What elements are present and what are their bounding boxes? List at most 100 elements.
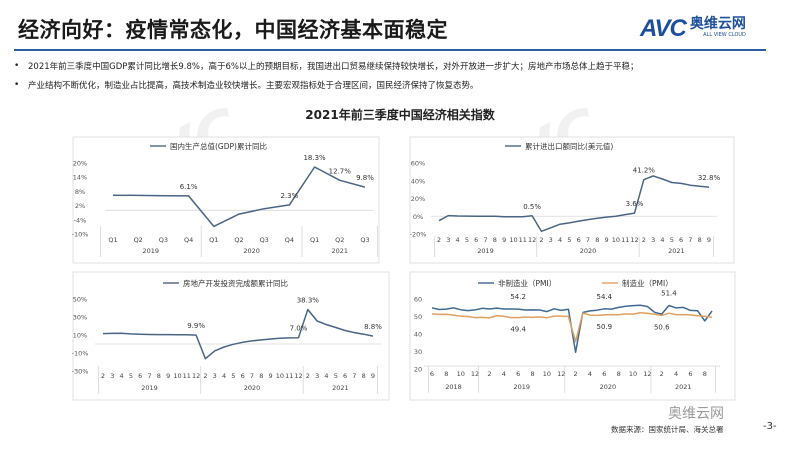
x-tick-label: 12 bbox=[528, 236, 536, 244]
company-logo: AVC 奥维云网 ALL VIEW CLOUD bbox=[640, 17, 746, 41]
x-tick-label: 4 bbox=[502, 370, 506, 378]
x-tick-label: Q3 bbox=[260, 236, 269, 244]
summary-bullets: • 2021年前三季度中国GDP累计同比增长9.8%，高于6%以上的预期目标，我国… bbox=[14, 56, 638, 94]
y-tick-label: 50 bbox=[414, 313, 422, 321]
x-group-label: 2021 bbox=[332, 384, 349, 392]
x-tick-label: Q3 bbox=[360, 236, 369, 244]
y-tick-label: 14% bbox=[73, 174, 87, 182]
x-tick-label: 4 bbox=[660, 236, 664, 244]
y-tick-label: 30% bbox=[73, 314, 87, 322]
x-tick-label: 8 bbox=[444, 370, 448, 378]
chart-panel bbox=[409, 136, 735, 264]
data-label: 54.2 bbox=[510, 293, 526, 301]
x-group-label: 2021 bbox=[668, 247, 685, 255]
y-tick-label: 0% bbox=[413, 213, 423, 221]
x-tick-label: 9 bbox=[502, 236, 506, 244]
legend-label: 累计进出口额同比(美元值) bbox=[525, 141, 613, 151]
legend-label: 国内生产总值(GDP)累计同比 bbox=[170, 141, 267, 151]
y-tick-label: 60 bbox=[414, 296, 422, 304]
x-tick-label: 10 bbox=[509, 236, 517, 244]
x-tick-label: 6 bbox=[577, 236, 581, 244]
x-tick-label: 10 bbox=[276, 372, 284, 380]
x-tick-label: 3 bbox=[110, 372, 114, 380]
y-tick-label: -10% bbox=[72, 350, 89, 358]
x-tick-label: 3 bbox=[446, 236, 450, 244]
x-group-label: 2020 bbox=[580, 247, 597, 255]
x-tick-label: 2 bbox=[437, 236, 441, 244]
x-tick-label: 6 bbox=[602, 370, 606, 378]
x-tick-label: 7 bbox=[250, 372, 254, 380]
chart-panel bbox=[72, 271, 390, 401]
x-tick-label: 9 bbox=[707, 236, 711, 244]
x-group-label: 2021 bbox=[675, 383, 692, 391]
x-tick-label: 8 bbox=[157, 372, 161, 380]
y-tick-label: 20 bbox=[414, 366, 422, 374]
data-label: 54.4 bbox=[597, 293, 613, 301]
x-tick-label: 5 bbox=[129, 372, 133, 380]
x-tick-label: 6 bbox=[343, 372, 347, 380]
logo-mark: AVC bbox=[640, 15, 687, 42]
page-title: 经济向好：疫情常态化，中国经济基本面稳定 bbox=[18, 18, 448, 42]
legend-label: 制造业（PMI） bbox=[622, 278, 673, 288]
x-tick-label: 8 bbox=[698, 236, 702, 244]
x-tick-label: 11 bbox=[519, 236, 527, 244]
x-tick-label: 5 bbox=[670, 236, 674, 244]
x-tick-label: 9 bbox=[166, 372, 170, 380]
x-tick-label: 2 bbox=[101, 372, 105, 380]
x-tick-label: 4 bbox=[456, 236, 460, 244]
x-tick-label: 11 bbox=[183, 372, 191, 380]
data-label: 9.9% bbox=[187, 322, 205, 330]
data-label: 6.1% bbox=[180, 183, 198, 191]
x-tick-label: Q4 bbox=[285, 236, 294, 244]
x-tick-label: 12 bbox=[471, 370, 479, 378]
x-group-label: 2019 bbox=[141, 384, 158, 392]
x-tick-label: 4 bbox=[588, 370, 592, 378]
data-label: 8.8% bbox=[364, 323, 382, 331]
data-label: 32.8% bbox=[698, 174, 721, 182]
x-tick-label: 3 bbox=[651, 236, 655, 244]
x-tick-label: 8 bbox=[703, 370, 707, 378]
x-tick-label: 2 bbox=[487, 370, 491, 378]
y-tick-label: 20% bbox=[411, 195, 425, 203]
data-label: 41.2% bbox=[633, 167, 656, 175]
x-tick-label: 9 bbox=[371, 372, 375, 380]
x-tick-label: 8 bbox=[530, 370, 534, 378]
x-tick-label: 2 bbox=[306, 372, 310, 380]
x-tick-label: 8 bbox=[259, 372, 263, 380]
x-group-label: 2021 bbox=[332, 247, 349, 255]
logo-name-cn: 奥维云网 bbox=[689, 16, 746, 32]
x-group-label: 2020 bbox=[243, 247, 260, 255]
x-tick-label: 9 bbox=[269, 372, 273, 380]
series-line bbox=[102, 308, 374, 360]
y-tick-label: -10% bbox=[72, 231, 89, 239]
x-tick-label: 10 bbox=[543, 370, 551, 378]
x-tick-label: 8 bbox=[595, 236, 599, 244]
x-tick-label: Q4 bbox=[184, 236, 193, 244]
y-tick-label: 40 bbox=[414, 331, 422, 339]
x-tick-label: 3 bbox=[213, 372, 217, 380]
data-label: 9.8% bbox=[356, 174, 374, 182]
x-group-label: 2020 bbox=[600, 383, 617, 391]
x-tick-label: 12 bbox=[557, 370, 565, 378]
x-tick-label: 2 bbox=[642, 236, 646, 244]
x-tick-label: 6 bbox=[516, 370, 520, 378]
x-tick-label: 7 bbox=[352, 372, 356, 380]
y-tick-label: 40% bbox=[411, 177, 425, 185]
wechat-watermark: 奥维云网 bbox=[668, 406, 724, 422]
x-tick-label: 5 bbox=[334, 372, 338, 380]
y-tick-label: -20% bbox=[410, 231, 427, 239]
x-tick-label: 12 bbox=[643, 370, 651, 378]
x-tick-label: 12 bbox=[294, 372, 302, 380]
series-line bbox=[431, 312, 713, 343]
x-tick-label: 6 bbox=[679, 236, 683, 244]
x-tick-label: 6 bbox=[138, 372, 142, 380]
x-tick-label: 2 bbox=[574, 370, 578, 378]
x-tick-label: 10 bbox=[173, 372, 181, 380]
x-tick-label: Q1 bbox=[310, 236, 319, 244]
x-tick-label: 5 bbox=[465, 236, 469, 244]
x-group-label: 2020 bbox=[244, 384, 261, 392]
x-group-label: 2018 bbox=[445, 383, 462, 391]
x-tick-label: 4 bbox=[324, 372, 328, 380]
x-tick-label: 4 bbox=[222, 372, 226, 380]
